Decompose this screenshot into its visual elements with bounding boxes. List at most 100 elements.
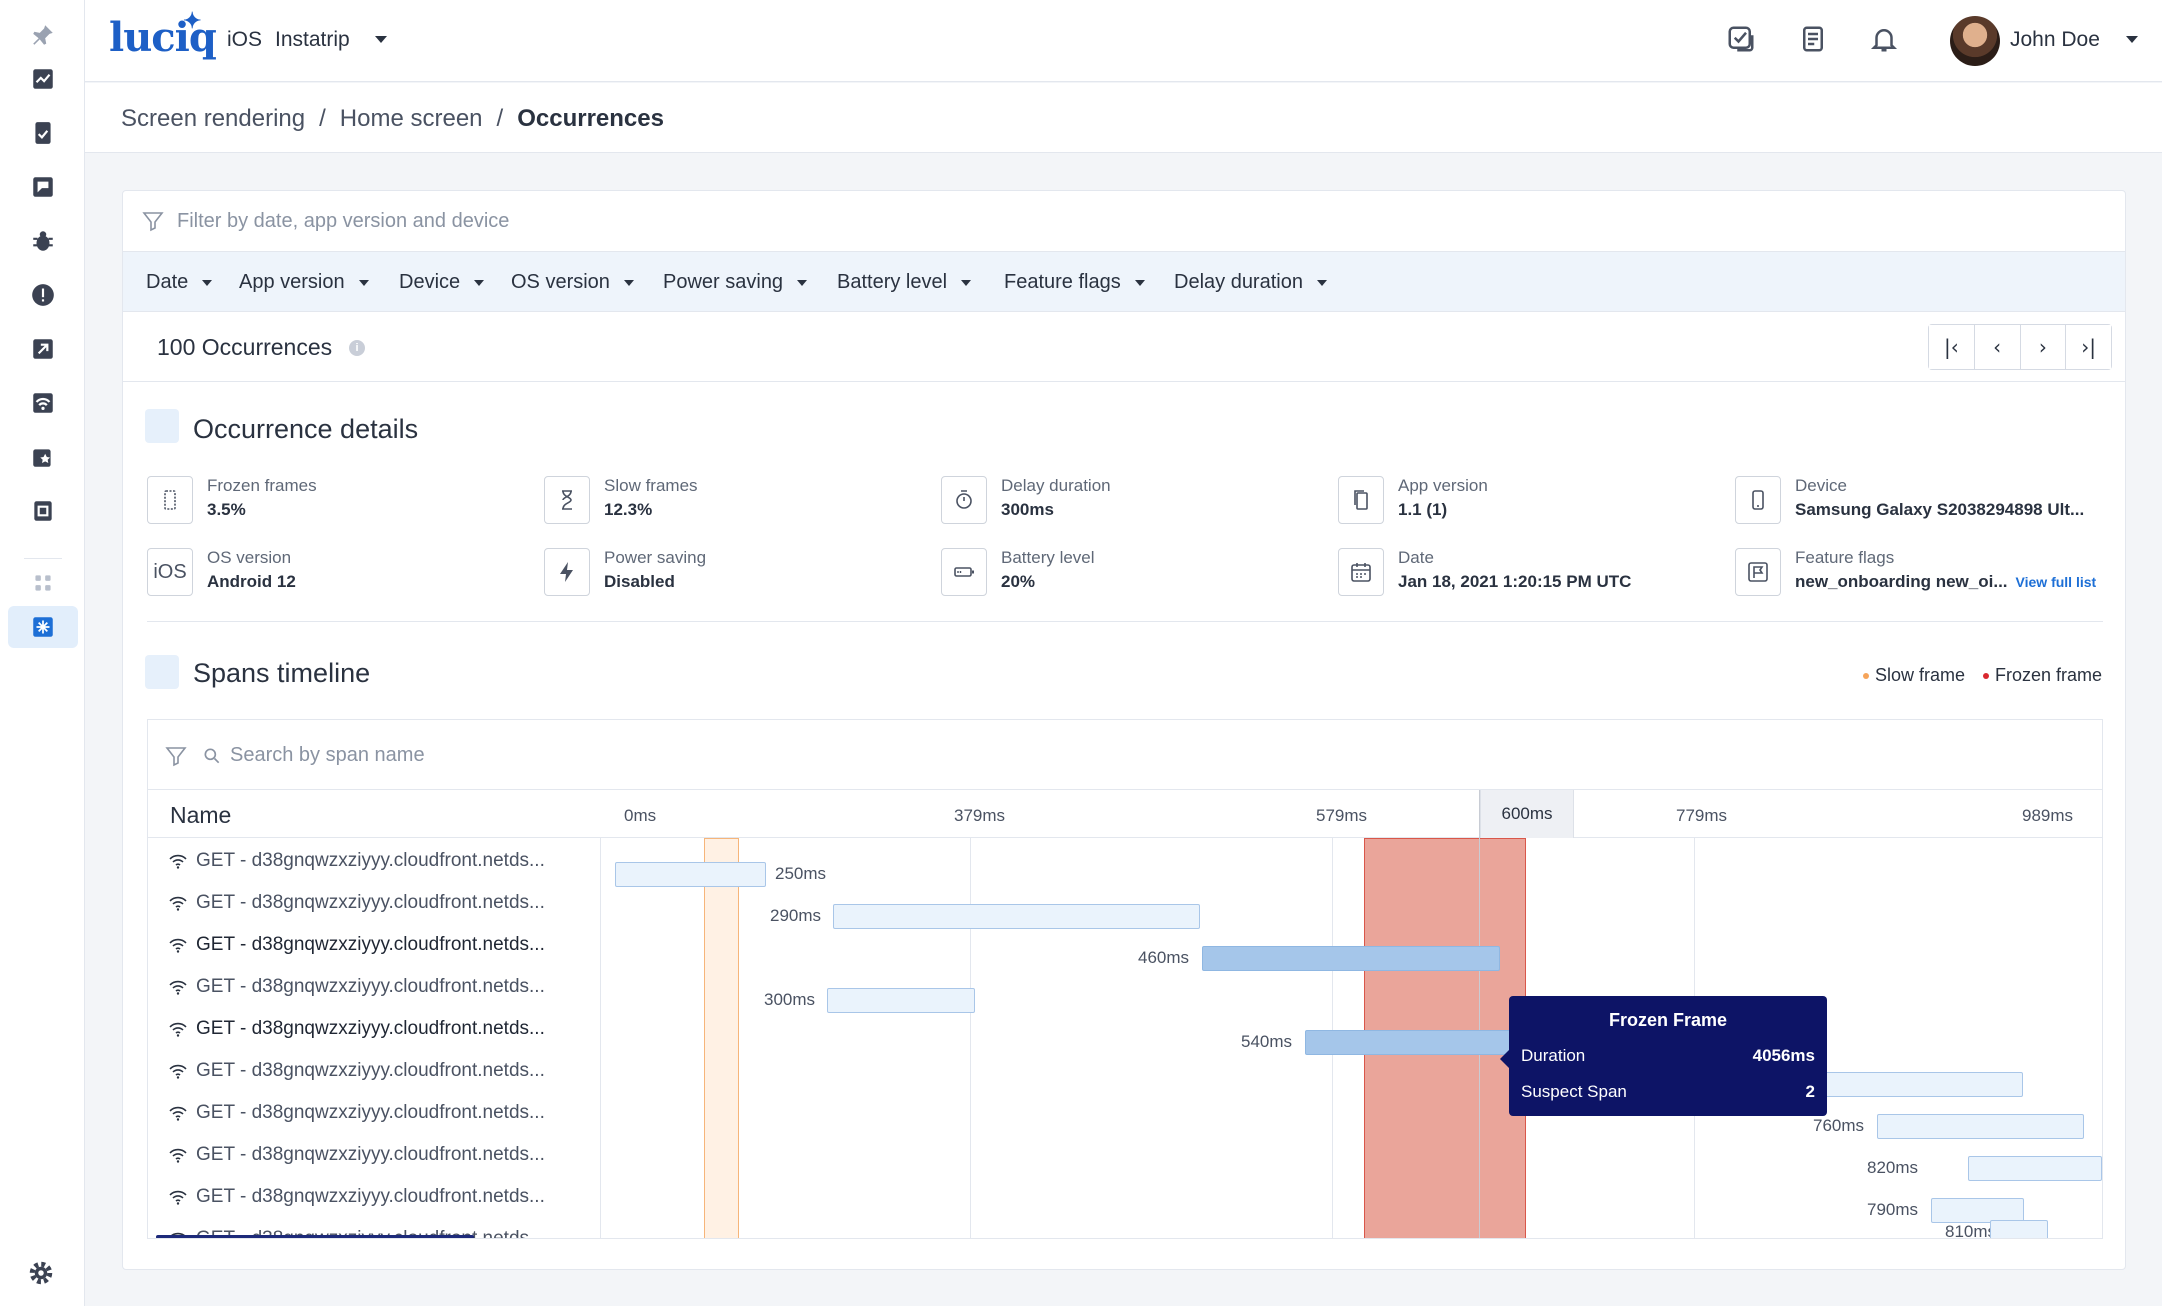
detail-value: 300ms xyxy=(1001,500,1054,519)
span-row-name[interactable]: GET - d38gnqwzxziyyy.cloudfront.netds... xyxy=(168,1144,545,1184)
span-row-name[interactable]: GET - d38gnqwzxziyyy.cloudfront.netds... xyxy=(168,1060,545,1100)
platform-label: iOS xyxy=(227,28,263,51)
crash-alert-icon[interactable] xyxy=(26,278,60,312)
detail-value: Disabled xyxy=(604,572,675,591)
filter-chips-row: Date App version Device OS version Power… xyxy=(123,252,2125,312)
network-icon[interactable] xyxy=(26,386,60,420)
span-row-name[interactable]: GET - d38gnqwzxziyyy.cloudfront.netds... xyxy=(168,1186,545,1226)
span-duration: 760ms xyxy=(1813,1116,1865,1135)
span-duration: 790ms xyxy=(1867,1200,1919,1219)
dashboard-icon[interactable] xyxy=(26,62,60,96)
span-bar[interactable] xyxy=(827,988,975,1013)
detail-label: Battery level xyxy=(1001,548,1095,567)
occurrences-header-row: 100 Occurrences i |‹ ‹ › ›| xyxy=(123,312,2125,382)
detail-value: Android 12 xyxy=(207,572,296,591)
bug-icon[interactable] xyxy=(26,224,60,258)
previous-button[interactable]: ‹ xyxy=(1974,325,2021,369)
filter-chip-device[interactable]: Device xyxy=(399,271,485,294)
span-name: GET - d38gnqwzxziyyy.cloudfront.netds... xyxy=(196,1018,545,1039)
pin-icon[interactable] xyxy=(26,18,60,52)
notes-icon[interactable] xyxy=(1798,24,1832,58)
user-chevron-down-icon[interactable] xyxy=(2126,36,2138,43)
legend-frozen-frame: Frozen frame xyxy=(1983,665,2102,686)
funnel-icon xyxy=(141,209,165,233)
stopwatch-icon xyxy=(941,476,987,524)
detail-frozen-frames: Frozen frames 3.5% xyxy=(147,476,527,526)
tooltip-duration-label: Duration xyxy=(1521,1046,1586,1065)
span-row-name[interactable]: GET - d38gnqwzxziyyy.cloudfront.netds... xyxy=(168,892,545,932)
info-icon[interactable]: i xyxy=(349,340,365,356)
span-name: GET - d38gnqwzxziyyy.cloudfront.netds... xyxy=(196,892,545,913)
span-row-name[interactable]: GET - d38gnqwzxziyyy.cloudfront.netds... xyxy=(168,850,545,890)
first-page-button[interactable]: |‹ xyxy=(1929,325,1975,369)
span-search-input[interactable]: Search by span name xyxy=(230,744,425,766)
app-selector[interactable]: Instatrip xyxy=(275,28,350,51)
screen-rendering-icon[interactable] xyxy=(26,610,60,644)
filter-chip-delay-duration[interactable]: Delay duration xyxy=(1174,271,1327,294)
apps-grid-icon[interactable] xyxy=(26,566,60,600)
performance-icon[interactable] xyxy=(26,332,60,366)
calendar-icon xyxy=(1338,548,1384,596)
last-page-button[interactable]: ›| xyxy=(2066,325,2111,369)
releases-icon[interactable] xyxy=(26,440,60,474)
filter-chip-battery-level[interactable]: Battery level xyxy=(837,271,972,294)
filter-chip-date[interactable]: Date xyxy=(146,271,213,294)
span-duration: 300ms xyxy=(764,990,816,1009)
filter-chip-feature-flags[interactable]: Feature flags xyxy=(1004,271,1145,294)
filter-input[interactable]: Filter by date, app version and device xyxy=(177,210,510,232)
span-bar[interactable] xyxy=(615,862,766,887)
legend-label: Slow frame xyxy=(1875,665,1966,685)
detail-value: 12.3% xyxy=(604,500,653,519)
tick-label: 579ms xyxy=(1316,806,1368,825)
settings-gear-icon[interactable] xyxy=(26,1258,60,1292)
span-bar[interactable] xyxy=(1818,1072,2023,1097)
occurrence-details-title: Occurrence details xyxy=(193,414,419,444)
breadcrumb-bar: Screen rendering / Home screen / Occurrences xyxy=(85,83,2162,153)
gridline xyxy=(970,838,971,1238)
span-bar[interactable] xyxy=(1990,1220,2048,1238)
detail-slow-frames: Slow frames 12.3% xyxy=(544,476,924,526)
chevron-down-icon xyxy=(358,279,369,286)
filter-chip-app-version[interactable]: App version xyxy=(239,271,369,294)
horizontal-scrollbar[interactable] xyxy=(156,1235,474,1238)
slow-frames-icon xyxy=(544,476,590,524)
span-bar[interactable] xyxy=(1202,946,1500,971)
occurrence-pager: |‹ ‹ › ›| xyxy=(1928,324,2112,370)
next-button[interactable]: › xyxy=(2020,325,2067,369)
view-full-list-link[interactable]: View full list xyxy=(2015,574,2097,590)
feedback-icon[interactable] xyxy=(26,170,60,204)
tasks-icon[interactable] xyxy=(1726,24,1760,58)
span-bar[interactable] xyxy=(1968,1156,2102,1181)
span-row-name[interactable]: GET - d38gnqwzxziyyy.cloudfront.netds... xyxy=(168,934,545,974)
slow-frame-dot xyxy=(1863,673,1869,680)
app-chevron-down-icon[interactable] xyxy=(375,36,387,43)
surveys-icon[interactable] xyxy=(26,494,60,528)
slow-frame-band[interactable] xyxy=(704,838,739,1238)
detail-label: Delay duration xyxy=(1001,476,1111,495)
span-bar[interactable] xyxy=(833,904,1200,929)
span-row-name[interactable]: GET - d38gnqwzxziyyy.cloudfront.netds... xyxy=(168,976,545,1016)
filter-chip-os-version[interactable]: OS version xyxy=(511,271,634,294)
breadcrumb-screen-rendering[interactable]: Screen rendering xyxy=(121,105,306,132)
span-row-name[interactable]: GET - d38gnqwzxziyyy.cloudfront.netds... xyxy=(168,1018,545,1058)
reports-icon[interactable] xyxy=(26,116,60,150)
avatar[interactable] xyxy=(1950,16,2000,66)
detail-label: Device xyxy=(1795,476,1847,495)
span-name: GET - d38gnqwzxziyyy.cloudfront.netds... xyxy=(196,1060,545,1081)
filter-bar[interactable]: Filter by date, app version and device xyxy=(123,191,2125,252)
span-row-name[interactable]: GET - d38gnqwzxziyyy.cloudfront.netds... xyxy=(168,1102,545,1142)
span-name: GET - d38gnqwzxziyyy.cloudfront.netds... xyxy=(196,1228,545,1239)
span-name: GET - d38gnqwzxziyyy.cloudfront.netds... xyxy=(196,976,545,997)
breadcrumb-home-screen[interactable]: Home screen xyxy=(339,105,483,132)
timeline-header: Name 0ms 379ms 579ms 600ms 779ms 989ms xyxy=(148,790,2102,838)
span-bar[interactable] xyxy=(1877,1114,2084,1139)
user-name[interactable]: John Doe xyxy=(2010,28,2100,51)
tick-label: 379ms xyxy=(954,806,1006,825)
span-search-bar[interactable]: Search by span name xyxy=(148,720,2102,790)
luciq-logo[interactable]: luciq ✦ xyxy=(109,8,217,61)
filter-chip-power-saving[interactable]: Power saving xyxy=(663,271,808,294)
bell-icon[interactable] xyxy=(1869,24,1903,58)
span-bar[interactable] xyxy=(1931,1198,2024,1223)
span-name: GET - d38gnqwzxziyyy.cloudfront.netds... xyxy=(196,934,545,955)
funnel-icon[interactable] xyxy=(164,744,188,768)
